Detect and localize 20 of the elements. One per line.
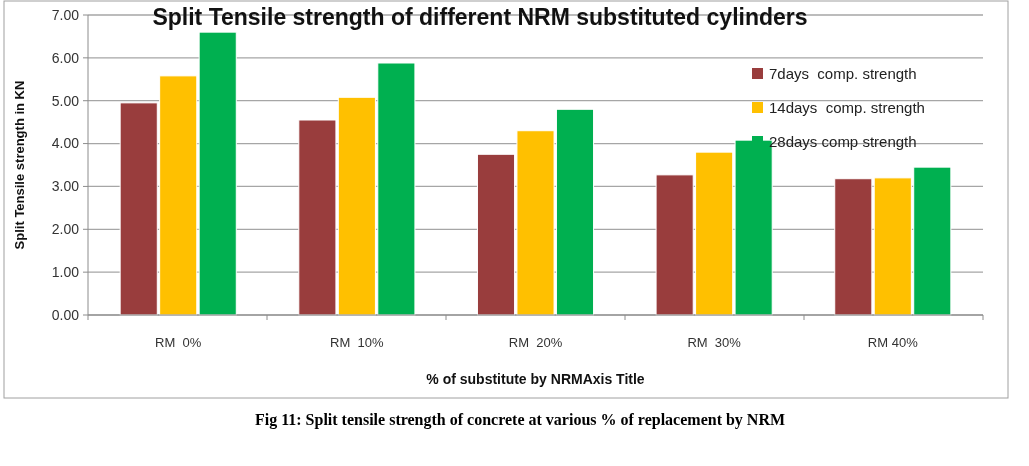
x-tick-label: RM 10% xyxy=(330,335,385,350)
y-tick-label: 6.00 xyxy=(51,49,80,66)
y-tick-label: 1.00 xyxy=(51,264,80,281)
legend-label: 28days comp strength xyxy=(769,133,917,151)
y-tick-label: 3.00 xyxy=(51,178,80,195)
x-axis-title: % of substitute by NRMAxis Title xyxy=(426,371,645,387)
y-axis-title: Split Tensile strength in KN xyxy=(12,80,27,250)
legend-label: 14days comp. strength xyxy=(769,99,925,117)
x-tick-label: RM 40% xyxy=(867,335,919,350)
y-tick-label: 0.00 xyxy=(51,306,80,323)
y-tick-label: 7.00 xyxy=(51,6,80,23)
x-tick-label: RM 30% xyxy=(687,335,742,350)
chart-title: Split Tensile strength of different NRM substituted cylinders xyxy=(152,4,808,30)
caption: Fig 11: Split tensile strength of concrete at various % of replacement by NRM xyxy=(254,411,786,429)
x-tick-label: RM 20% xyxy=(508,335,563,350)
legend-label: 7days comp. strength xyxy=(769,65,917,83)
y-tick-label: 2.00 xyxy=(51,221,80,238)
y-tick-label: 5.00 xyxy=(51,92,80,109)
x-tick-label: RM 0% xyxy=(155,335,202,350)
y-tick-label: 4.00 xyxy=(51,135,80,152)
